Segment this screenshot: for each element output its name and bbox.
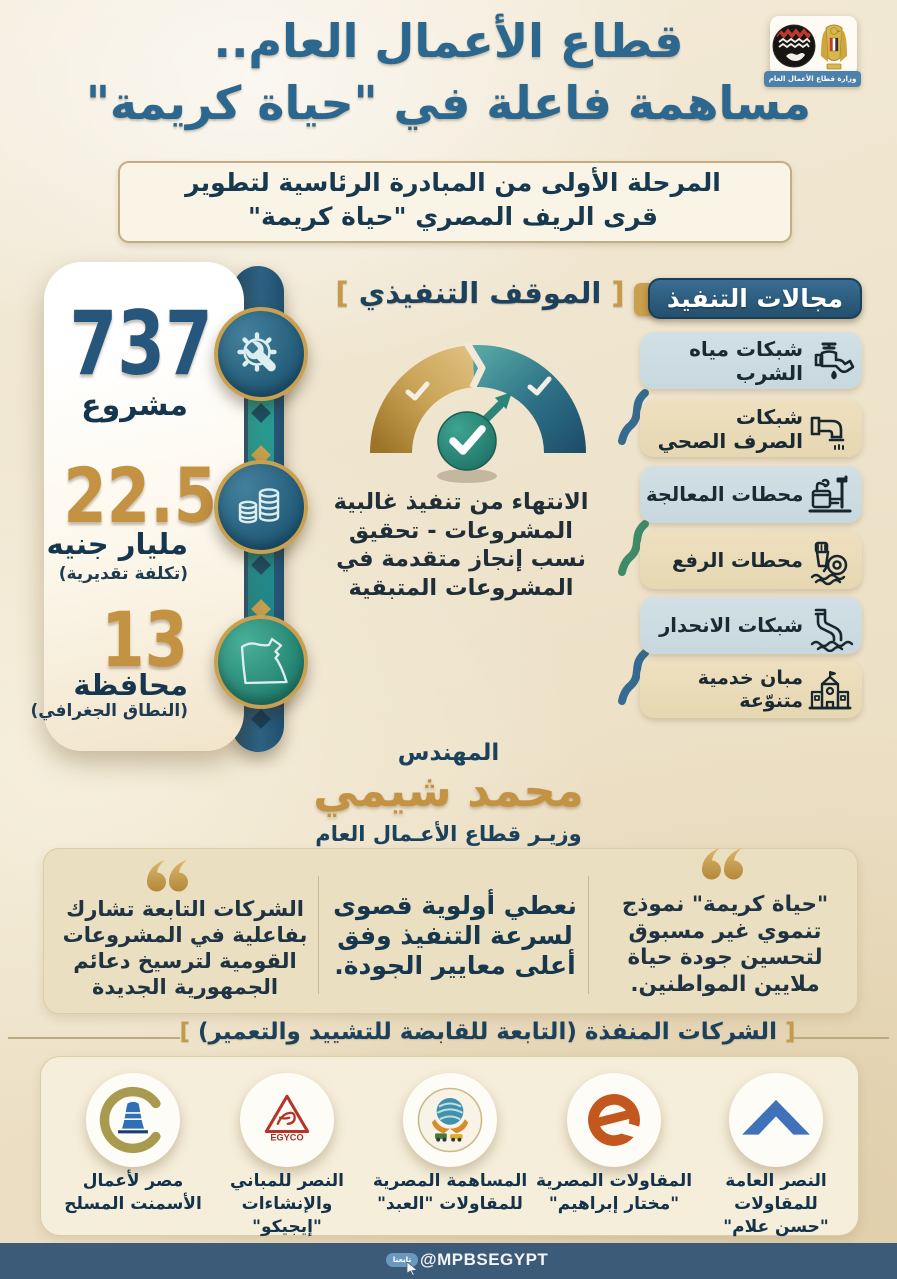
treatment-plant-icon — [803, 469, 857, 521]
field-row-treatment-plants: محطات المعالجة — [640, 466, 862, 523]
mokhtar-ibrahim-logo — [567, 1073, 661, 1167]
stat-cost-value: 22.5 — [63, 451, 218, 540]
quote-divider — [318, 876, 319, 994]
ribbon-connector — [618, 389, 649, 445]
stat-projects-value: 737 — [69, 292, 213, 395]
field-row-service-buildings: مبان خدمية متنوّعة — [640, 661, 862, 718]
quote-left: الشركات التابعة تشارك بفاعلية في المشروع… — [62, 897, 308, 999]
field-label: شبكات الانحدار — [659, 614, 803, 637]
company-name: النصر العامة للمقاولات "حسن علام" — [723, 1171, 829, 1237]
stat-cost-label: مليار جنيه — [46, 527, 188, 561]
hassan-allam-logo — [729, 1073, 823, 1167]
lift-station-icon — [803, 535, 857, 587]
stats-card — [44, 262, 244, 751]
page-title-line2: مساهمة فاعلة في "حياة كريمة" — [85, 76, 812, 130]
page-title-line1: قطاع الأعمال العام.. — [213, 14, 684, 68]
service-building-icon — [803, 664, 857, 716]
progress-gauge — [370, 341, 586, 483]
company-name: المساهمة المصرية للمقاولات "العبد" — [372, 1171, 528, 1214]
stat-circle-governorates — [214, 615, 308, 709]
header-rule — [8, 1037, 180, 1039]
quote-right: "حياة كريمة" نموذج تنموي غير مسبوق لتحسي… — [621, 892, 829, 997]
sewer-pipe-icon — [803, 403, 857, 455]
gravity-network-icon — [803, 600, 857, 652]
ribbon-connector — [618, 649, 649, 705]
field-label: محطات الرفع — [671, 549, 803, 572]
company-name: مصر لأعمال الأسمنت المسلح — [64, 1171, 202, 1214]
quote-divider — [588, 876, 589, 994]
misr-concrete-logo — [86, 1073, 180, 1167]
bracket-open: [ — [335, 276, 349, 310]
field-row-lift-stations: محطات الرفع — [640, 532, 862, 589]
coins-icon — [238, 488, 280, 524]
ministry-logo-card — [770, 16, 857, 76]
ministry-caption: وزارة قطاع الأعمال العام — [764, 71, 861, 87]
hayah-karima-emblem — [772, 24, 816, 68]
executive-status-text: الانتهاء من تنفيذ غالبية المشروعات - تحق… — [333, 489, 589, 601]
company-name: المقاولات المصرية "مختار إبراهيم" — [535, 1171, 693, 1214]
fields-heading: مجالات التنفيذ — [648, 278, 862, 319]
minister-title: المهندس — [397, 740, 500, 766]
stat-governorates-value: 13 — [101, 595, 188, 684]
egypt-eagle-emblem — [821, 24, 847, 70]
subtitle-line2: قرى الريف المصري "حياة كريمة" — [248, 202, 658, 231]
cursor-icon — [406, 1262, 418, 1275]
social-handle[interactable]: @MPBSEGYPT — [420, 1250, 549, 1269]
stat-governorates-label: محافظة — [73, 668, 188, 702]
ribbon-connector — [618, 520, 649, 576]
field-label: مبان خدمية متنوّعة — [697, 666, 803, 712]
header-rule — [793, 1037, 889, 1039]
field-row-water-networks: شبكات مياه الشرب — [640, 332, 862, 389]
subtitle-box — [118, 161, 792, 243]
el-abd-logo — [403, 1073, 497, 1167]
field-label: شبكات الصرف الصحي — [657, 404, 803, 453]
stat-cost-note: (تكلفة تقديرية) — [58, 564, 188, 584]
bracket-close: ] — [611, 276, 625, 310]
field-label: محطات المعالجة — [646, 483, 804, 506]
stat-circle-cost — [214, 460, 308, 554]
minister-role: وزيـر قطاع الأعـمال العام — [315, 822, 582, 846]
egyco-logo: EGYCO — [240, 1073, 334, 1167]
subtitle-line1: المرحلة الأولى من المبادرة الرئاسية لتطو… — [185, 168, 721, 197]
field-label: شبكات مياه الشرب — [689, 336, 803, 385]
quote-middle: نعطي أولوية قصوى لسرعة التنفيذ وفق أعلى … — [333, 891, 577, 980]
gear-wrench-icon — [237, 332, 277, 372]
footer-bar — [0, 1243, 897, 1279]
executive-status-heading: [ الموقف التنفيذي ] — [335, 276, 625, 310]
field-row-gravity-networks: شبكات الانحدار — [640, 597, 862, 654]
egypt-map-icon — [240, 637, 288, 685]
quote-mark-icon — [147, 860, 188, 892]
quote-mark-icon — [702, 848, 743, 880]
svg-text:EGYCO: EGYCO — [270, 1133, 303, 1143]
company-name: النصر للمباني والإنشاءات "إيجيكو" — [229, 1171, 345, 1237]
stat-projects-label: مشروع — [81, 388, 188, 423]
field-row-sewage-networks: شبكات الصرف الصحي — [640, 400, 862, 457]
follow-button[interactable]: تابعنا — [386, 1253, 418, 1267]
minister-name: محمد شيمي — [313, 764, 584, 817]
stat-governorates-note: (النطاق الجغرافي) — [30, 701, 188, 721]
stat-circle-projects — [214, 307, 308, 401]
faucet-icon — [803, 335, 857, 387]
companies-heading: [ الشركات المنفذة (التابعة للقابضة للتشي… — [179, 1019, 796, 1045]
